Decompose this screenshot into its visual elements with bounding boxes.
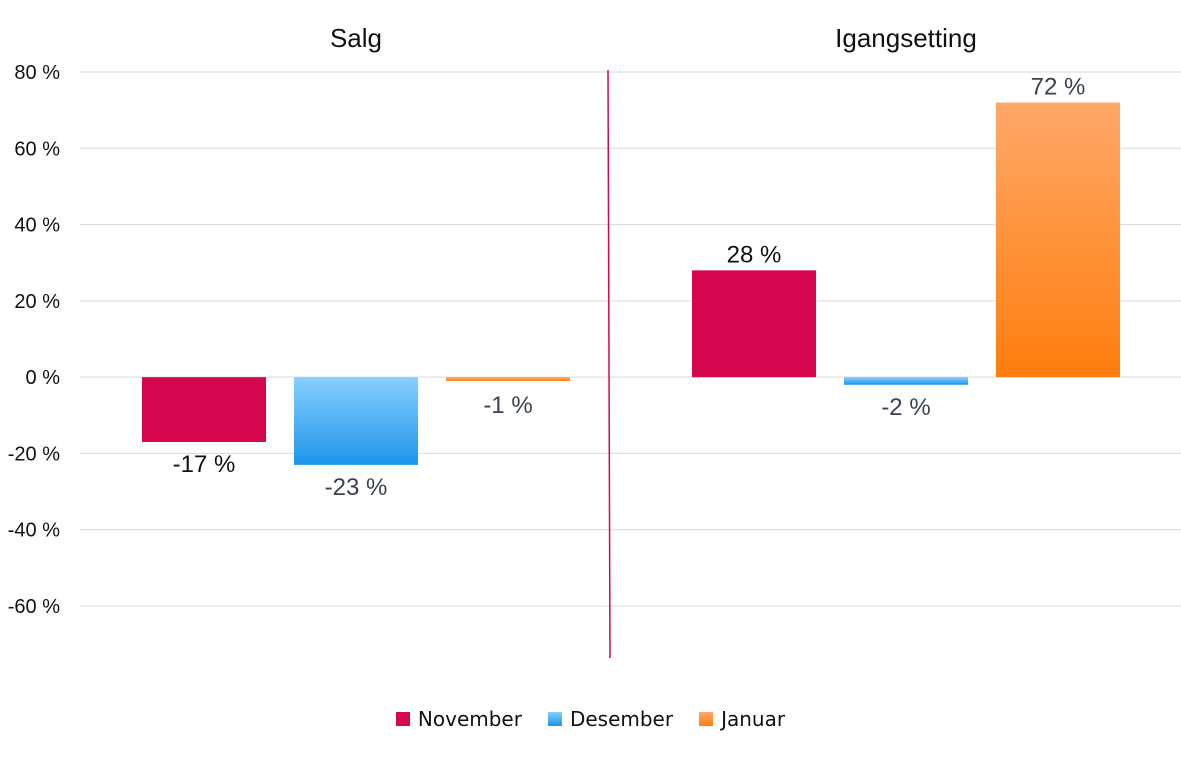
chart: 80 % 60 % 40 % 20 % 0 % -20 % -40 % -60 % Salg I…: [8, 23, 1181, 659]
y-tick-label: 0 %: [26, 367, 61, 389]
y-axis: 80 % 60 % 40 % 20 % 0 % -20 % -40 % -60 %: [8, 62, 60, 618]
legend-swatch-januar: [699, 712, 714, 726]
bar-november: [142, 377, 266, 442]
data-label: 28 %: [727, 241, 782, 268]
bar-desember: [844, 377, 968, 385]
legend-label-desember: Desember: [569, 707, 674, 731]
legend: November Desember Januar: [0, 704, 1181, 734]
data-label: -2 %: [881, 394, 930, 421]
legend-item-desember: Desember: [547, 707, 674, 731]
bar-januar: [996, 102, 1120, 378]
data-label: -23 %: [325, 474, 388, 501]
panel-title: Salg: [330, 23, 382, 53]
legend-label-januar: Januar: [721, 707, 786, 731]
bar-januar: [446, 377, 570, 381]
data-label: 72 %: [1031, 74, 1086, 101]
y-tick-label: 80 %: [14, 62, 60, 84]
bar-november: [692, 270, 816, 378]
legend-item-januar: Januar: [699, 707, 785, 731]
data-labels: -17 % -23 % -1 % 28 % -2 % 72 %: [173, 74, 1086, 501]
y-tick-label: -40 %: [8, 520, 60, 542]
y-tick-label: -20 %: [8, 443, 60, 465]
data-label: -17 %: [173, 451, 236, 478]
data-label: -1 %: [483, 392, 532, 419]
legend-item-november: November: [395, 707, 522, 731]
y-tick-label: 60 %: [14, 138, 60, 160]
panel-title: Igangsetting: [835, 23, 977, 53]
bar-desember: [294, 377, 418, 465]
panel-divider: [607, 69, 611, 659]
y-tick-label: -60 %: [8, 596, 60, 618]
y-tick-label: 20 %: [14, 291, 60, 313]
legend-swatch-desember: [547, 712, 562, 726]
legend-label-november: November: [417, 707, 522, 731]
legend-swatch-november: [395, 712, 410, 726]
y-tick-label: 40 %: [14, 215, 60, 237]
panel-titles: Salg Igangsetting: [330, 23, 977, 53]
bars: [142, 102, 1120, 465]
